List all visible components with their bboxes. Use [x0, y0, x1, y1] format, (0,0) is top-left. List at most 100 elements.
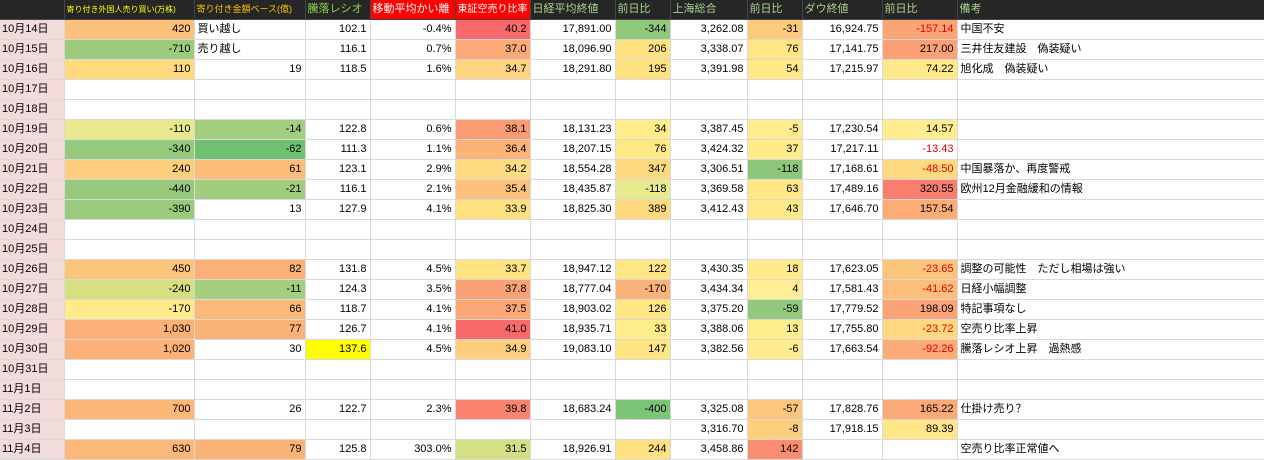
- cell[interactable]: 4: [747, 279, 803, 300]
- cell[interactable]: 3,458.86: [670, 439, 748, 460]
- cell[interactable]: 61: [194, 159, 306, 180]
- cell[interactable]: [615, 79, 671, 100]
- cell[interactable]: [194, 419, 306, 440]
- cell[interactable]: 3,430.35: [670, 259, 748, 280]
- cell[interactable]: [802, 379, 883, 400]
- cell[interactable]: 82: [194, 259, 306, 280]
- cell[interactable]: -157.14: [882, 19, 958, 40]
- cell[interactable]: -11: [194, 279, 306, 300]
- cell[interactable]: [957, 359, 1264, 380]
- cell[interactable]: 26: [194, 399, 306, 420]
- cell[interactable]: 34: [615, 119, 671, 140]
- cell[interactable]: [802, 219, 883, 240]
- cell[interactable]: [747, 379, 803, 400]
- cell[interactable]: -170: [64, 299, 195, 320]
- cell[interactable]: 18,131.23: [530, 119, 616, 140]
- cell[interactable]: 欧州12月金融緩和の情報: [957, 179, 1264, 200]
- cell[interactable]: [882, 359, 958, 380]
- cell[interactable]: 17,230.54: [802, 119, 883, 140]
- cell[interactable]: 157.54: [882, 199, 958, 220]
- cell[interactable]: [802, 79, 883, 100]
- cell[interactable]: 630: [64, 439, 195, 460]
- cell[interactable]: 3,325.08: [670, 399, 748, 420]
- cell[interactable]: [802, 99, 883, 120]
- cell[interactable]: -5: [747, 119, 803, 140]
- date-cell[interactable]: 10月25日: [0, 239, 65, 260]
- cell[interactable]: 13: [747, 319, 803, 340]
- date-cell[interactable]: 10月24日: [0, 219, 65, 240]
- cell[interactable]: 122.8: [305, 119, 371, 140]
- cell[interactable]: -41.62: [882, 279, 958, 300]
- cell[interactable]: 3.5%: [370, 279, 456, 300]
- cell[interactable]: 3,382.56: [670, 339, 748, 360]
- cell[interactable]: 700: [64, 399, 195, 420]
- cell[interactable]: [370, 359, 456, 380]
- cell[interactable]: [615, 419, 671, 440]
- cell[interactable]: [305, 419, 371, 440]
- cell[interactable]: [615, 239, 671, 260]
- cell[interactable]: 303.0%: [370, 439, 456, 460]
- cell[interactable]: [530, 99, 616, 120]
- cell[interactable]: 18,777.04: [530, 279, 616, 300]
- date-cell[interactable]: 10月15日: [0, 39, 65, 60]
- cell[interactable]: 19,083.10: [530, 339, 616, 360]
- cell[interactable]: 3,391.98: [670, 59, 748, 80]
- cell[interactable]: 18,683.24: [530, 399, 616, 420]
- cell[interactable]: 0.7%: [370, 39, 456, 60]
- cell[interactable]: 仕掛け売り？: [957, 399, 1264, 420]
- cell[interactable]: [747, 219, 803, 240]
- cell[interactable]: 79: [194, 439, 306, 460]
- cell[interactable]: 217.00: [882, 39, 958, 60]
- cell[interactable]: 33: [615, 319, 671, 340]
- cell[interactable]: 76: [615, 139, 671, 160]
- cell[interactable]: 18,435.87: [530, 179, 616, 200]
- cell[interactable]: [370, 99, 456, 120]
- cell[interactable]: 320.55: [882, 179, 958, 200]
- cell[interactable]: [957, 139, 1264, 160]
- cell[interactable]: 17,581.43: [802, 279, 883, 300]
- cell[interactable]: -21: [194, 179, 306, 200]
- cell[interactable]: 3,316.70: [670, 419, 748, 440]
- cell[interactable]: [957, 379, 1264, 400]
- cell[interactable]: -118: [615, 179, 671, 200]
- cell[interactable]: 1.1%: [370, 139, 456, 160]
- cell[interactable]: [957, 99, 1264, 120]
- cell[interactable]: [305, 379, 371, 400]
- column-header[interactable]: 前日比: [615, 0, 671, 20]
- cell[interactable]: 165.22: [882, 399, 958, 420]
- cell[interactable]: 347: [615, 159, 671, 180]
- cell[interactable]: 17,918.15: [802, 419, 883, 440]
- cell[interactable]: 4.1%: [370, 199, 456, 220]
- cell[interactable]: 3,387.45: [670, 119, 748, 140]
- cell[interactable]: 389: [615, 199, 671, 220]
- cell[interactable]: [530, 419, 616, 440]
- cell[interactable]: 34.9: [455, 339, 531, 360]
- cell[interactable]: 0.6%: [370, 119, 456, 140]
- cell[interactable]: [64, 419, 195, 440]
- cell[interactable]: 74.22: [882, 59, 958, 80]
- cell[interactable]: 4.1%: [370, 299, 456, 320]
- date-cell[interactable]: 10月23日: [0, 199, 65, 220]
- cell[interactable]: 3,388.06: [670, 319, 748, 340]
- cell[interactable]: 244: [615, 439, 671, 460]
- date-cell[interactable]: 11月1日: [0, 379, 65, 400]
- cell[interactable]: 18,554.28: [530, 159, 616, 180]
- cell[interactable]: [455, 419, 531, 440]
- cell[interactable]: 17,168.61: [802, 159, 883, 180]
- cell[interactable]: 14.57: [882, 119, 958, 140]
- cell[interactable]: 31.5: [455, 439, 531, 460]
- cell[interactable]: [194, 79, 306, 100]
- cell[interactable]: -344: [615, 19, 671, 40]
- cell[interactable]: [802, 439, 883, 460]
- cell[interactable]: -240: [64, 279, 195, 300]
- cell[interactable]: 3,434.34: [670, 279, 748, 300]
- cell[interactable]: -170: [615, 279, 671, 300]
- column-header[interactable]: 東証空売り比率: [455, 0, 531, 20]
- column-header[interactable]: 寄り付き外国人売り買い(万株): [64, 0, 195, 20]
- cell[interactable]: 2.9%: [370, 159, 456, 180]
- cell[interactable]: 売り越し: [194, 39, 306, 60]
- cell[interactable]: -62: [194, 139, 306, 160]
- cell[interactable]: 30: [194, 339, 306, 360]
- cell[interactable]: [64, 379, 195, 400]
- cell[interactable]: -8: [747, 419, 803, 440]
